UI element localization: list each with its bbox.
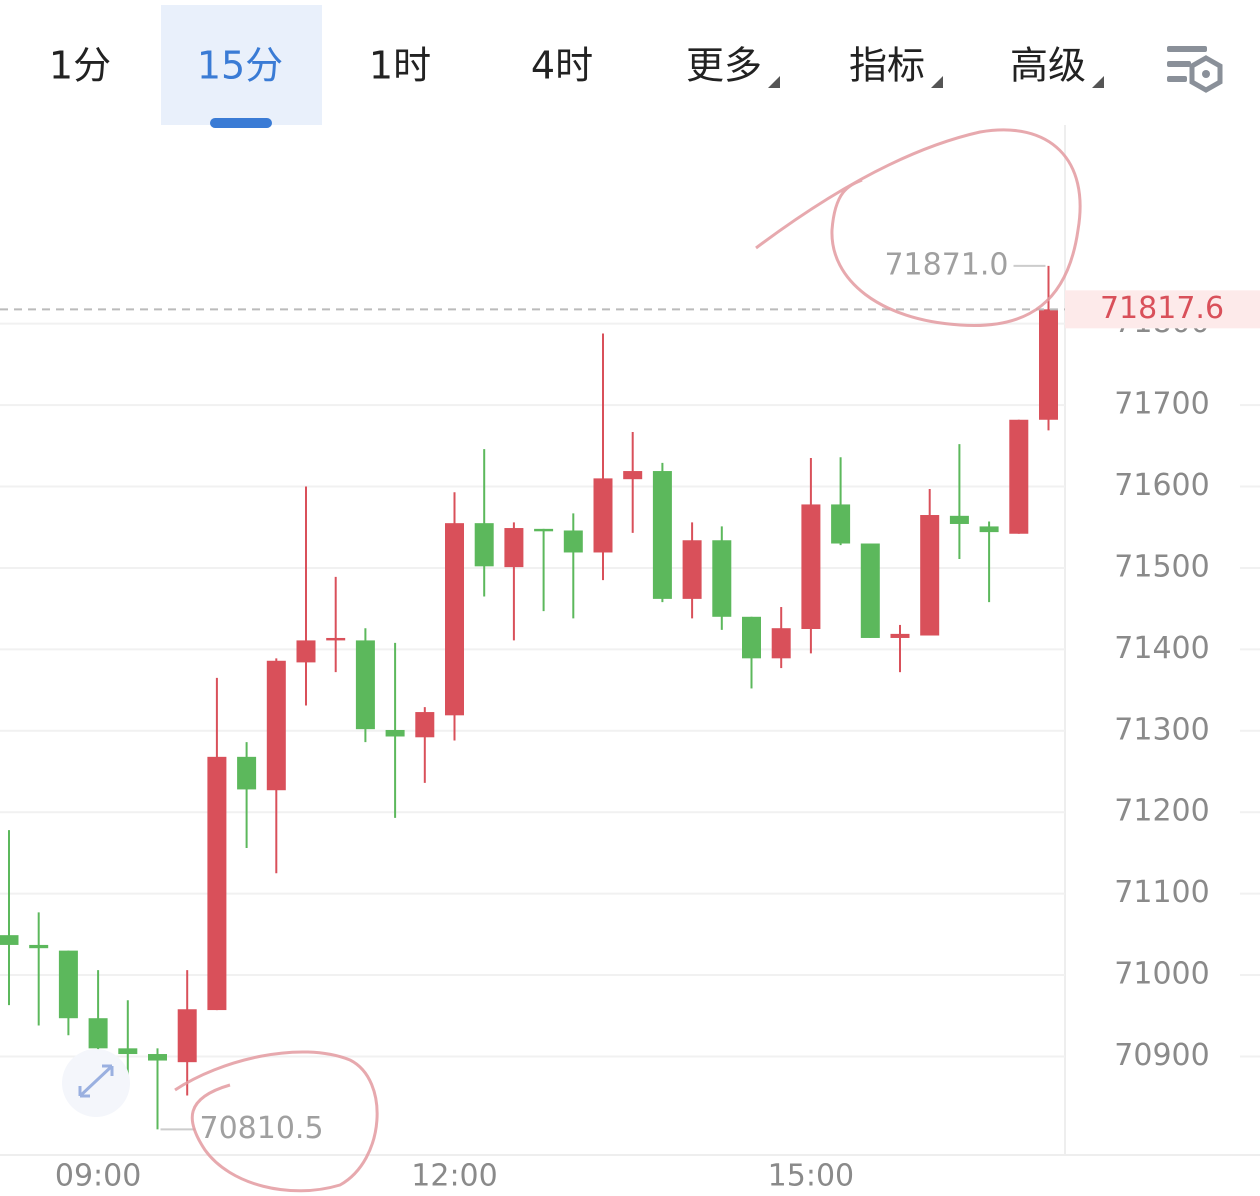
candle-body bbox=[801, 504, 821, 630]
candle-body bbox=[563, 530, 583, 553]
y-tick-label: 71100 bbox=[1114, 875, 1209, 910]
candle-body bbox=[296, 640, 316, 663]
annotation-label: 70810.5 bbox=[200, 1111, 324, 1146]
candle-body bbox=[1009, 419, 1029, 534]
last-price-label: 71817.6 bbox=[1100, 291, 1224, 326]
candle-body bbox=[266, 660, 286, 791]
candle-body bbox=[623, 471, 643, 480]
tab-label[interactable]: 高级 bbox=[1010, 44, 1086, 88]
candle-body bbox=[534, 528, 554, 532]
tab-label[interactable]: 15分 bbox=[197, 44, 283, 88]
dropdown-arrow bbox=[931, 76, 943, 88]
candle-body bbox=[652, 471, 672, 599]
y-tick-label: 70900 bbox=[1114, 1038, 1209, 1073]
y-tick-label: 71300 bbox=[1114, 712, 1209, 747]
x-tick-label: 15:00 bbox=[768, 1159, 854, 1194]
candle-body bbox=[207, 756, 227, 1011]
y-tick-label: 71200 bbox=[1114, 794, 1209, 829]
tab-bar: 1分 15分 1时 4时 更多 指标 高级 bbox=[49, 5, 1104, 128]
y-tick-label: 71400 bbox=[1114, 631, 1209, 666]
candle-body bbox=[593, 478, 613, 553]
candle-body bbox=[742, 616, 761, 659]
dropdown-arrow bbox=[768, 76, 780, 88]
y-tick-label: 71000 bbox=[1114, 957, 1209, 992]
y-tick-label: 71500 bbox=[1114, 549, 1209, 584]
candle-body bbox=[326, 637, 346, 641]
candle-body bbox=[148, 1054, 167, 1061]
active-tab-bg bbox=[161, 5, 322, 125]
candle-body bbox=[118, 1048, 138, 1055]
candle-body bbox=[474, 523, 494, 567]
active-tab-indicator bbox=[210, 118, 272, 128]
y-tick-label: 71600 bbox=[1114, 468, 1209, 503]
dropdown-arrow bbox=[1092, 76, 1104, 88]
candle-body bbox=[355, 640, 375, 730]
candle-body bbox=[890, 633, 910, 638]
candle-body bbox=[0, 935, 19, 945]
candle-body bbox=[979, 526, 999, 533]
candle-body bbox=[445, 523, 464, 716]
x-tick-label: 09:00 bbox=[55, 1159, 141, 1194]
candle-body bbox=[88, 1018, 108, 1049]
last-price-tag bbox=[1065, 290, 1260, 329]
candle-body bbox=[682, 540, 702, 599]
plot: 70900 71000 71100 71200 71300 71400 71500 71600… bbox=[0, 247, 1260, 1194]
candle-body bbox=[831, 504, 851, 544]
candle-body bbox=[385, 729, 405, 737]
candle-body bbox=[177, 1009, 197, 1063]
candle-body bbox=[920, 515, 940, 636]
tab-label[interactable]: 指标 bbox=[849, 44, 925, 88]
candle-body bbox=[771, 628, 791, 659]
candle-body bbox=[860, 543, 880, 638]
candle-body bbox=[504, 528, 524, 568]
candle-body bbox=[29, 944, 49, 949]
annotation-label: 71871.0 bbox=[884, 247, 1008, 282]
y-tick-label: 71700 bbox=[1114, 387, 1209, 422]
tab-label[interactable]: 4时 bbox=[531, 44, 593, 88]
expand-icon[interactable] bbox=[62, 1049, 130, 1117]
candle-body bbox=[949, 515, 969, 524]
tab-label[interactable]: 1分 bbox=[49, 44, 111, 88]
settings-icon[interactable] bbox=[1167, 46, 1223, 93]
x-tick-label: 12:00 bbox=[411, 1159, 497, 1194]
candle-body bbox=[1039, 309, 1058, 420]
candle-body bbox=[237, 756, 257, 790]
candle-body bbox=[415, 712, 435, 738]
candle-body bbox=[58, 950, 78, 1019]
tab-label[interactable]: 更多 bbox=[686, 44, 762, 88]
hand-drawn-circles bbox=[174, 128, 1082, 1193]
candle-body bbox=[712, 540, 732, 617]
tab-label[interactable]: 1时 bbox=[369, 44, 431, 88]
